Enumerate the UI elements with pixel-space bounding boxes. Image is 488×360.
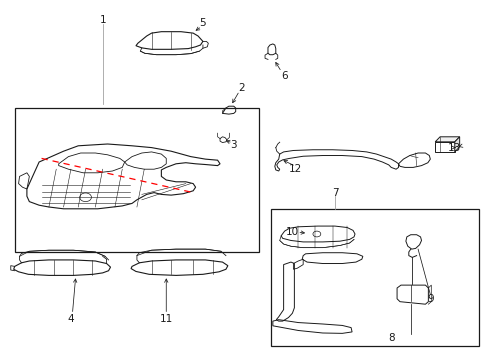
Bar xyxy=(15,108,259,252)
Text: 4: 4 xyxy=(67,314,74,324)
Text: 8: 8 xyxy=(387,333,394,343)
Text: 1: 1 xyxy=(99,15,106,25)
Polygon shape xyxy=(454,137,459,152)
Text: 2: 2 xyxy=(237,83,244,93)
Text: 7: 7 xyxy=(331,188,338,198)
Text: 13: 13 xyxy=(447,143,461,153)
Bar xyxy=(271,209,478,346)
Text: 5: 5 xyxy=(199,18,206,28)
Text: 9: 9 xyxy=(426,294,433,304)
Text: 10: 10 xyxy=(285,227,299,237)
Polygon shape xyxy=(434,137,459,142)
Text: 11: 11 xyxy=(159,314,173,324)
Text: 6: 6 xyxy=(281,71,287,81)
Text: 3: 3 xyxy=(230,140,237,150)
Bar xyxy=(434,142,454,152)
Text: 12: 12 xyxy=(288,164,302,174)
